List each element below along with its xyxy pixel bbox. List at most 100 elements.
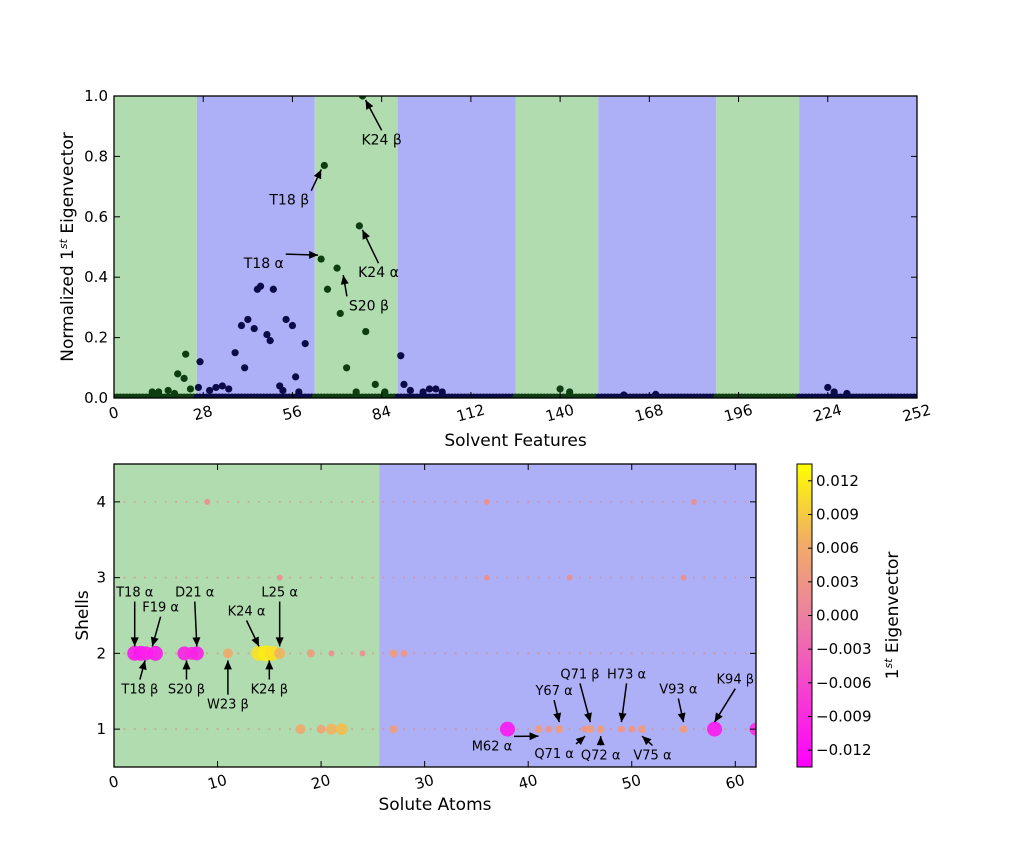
faint-point — [672, 728, 675, 731]
annotation-arrow — [138, 660, 147, 680]
x-tick-label: 112 — [454, 401, 486, 426]
faint-point — [351, 576, 354, 579]
annotation-arrow — [285, 250, 319, 259]
data-point — [180, 374, 188, 382]
faint-point — [568, 500, 571, 503]
colorbar-tick-label: 0.012 — [816, 472, 859, 490]
faint-point — [299, 576, 302, 579]
faint-point — [154, 728, 157, 731]
top-plot-area — [114, 96, 917, 398]
faint-point — [340, 652, 343, 655]
data-point — [212, 383, 220, 392]
data-point — [680, 574, 687, 581]
faint-point — [630, 500, 633, 503]
faint-point — [351, 500, 354, 503]
faint-point — [713, 500, 716, 503]
annotation-arrow — [713, 688, 736, 723]
faint-point — [361, 500, 364, 503]
annotation-arrow — [130, 601, 139, 647]
annotation-arrow — [340, 275, 349, 297]
faint-point — [485, 728, 488, 731]
y-axis-label-part: st — [57, 238, 70, 249]
annotation-arrow — [575, 735, 586, 746]
faint-point — [506, 652, 509, 655]
faint-point — [216, 652, 219, 655]
faint-point — [257, 500, 261, 503]
data-point — [256, 282, 265, 290]
annotation-arrow — [596, 736, 605, 746]
faint-point — [206, 576, 209, 579]
data-point — [194, 383, 203, 392]
x-axis-label: Solute Atoms — [378, 795, 491, 815]
faint-point — [640, 500, 644, 503]
faint-point — [661, 652, 664, 655]
faint-point — [371, 576, 374, 579]
region-band — [397, 96, 516, 398]
faint-point — [402, 500, 406, 503]
faint-point — [392, 500, 395, 503]
faint-point — [392, 576, 395, 579]
colorbar-tick-label: −0.006 — [816, 674, 872, 692]
faint-point — [319, 576, 323, 579]
faint-point — [744, 728, 747, 731]
faint-point — [361, 728, 364, 731]
colorbar-label-part: st — [882, 658, 895, 669]
data-point — [620, 391, 628, 398]
faint-point — [133, 728, 136, 731]
faint-point — [558, 652, 561, 655]
data-point — [358, 96, 367, 100]
annotation-arrow — [361, 229, 380, 264]
faint-point — [402, 576, 406, 579]
faint-point — [309, 576, 312, 579]
annotation-arrow-head — [340, 275, 349, 285]
faint-point — [703, 728, 706, 731]
data-point — [336, 309, 344, 318]
annotation-arrow-head — [251, 636, 259, 647]
faint-point — [734, 728, 737, 731]
annotation-arrow — [553, 699, 562, 723]
faint-point — [568, 652, 571, 655]
faint-point — [423, 576, 426, 579]
faint-point — [319, 500, 323, 503]
faint-point — [185, 576, 188, 579]
data-point — [397, 352, 405, 360]
x-tick-label: 140 — [544, 401, 576, 426]
y-tick-label: 4 — [96, 493, 106, 511]
faint-point — [278, 728, 281, 731]
data-point — [186, 385, 195, 393]
faint-point — [423, 500, 426, 503]
faint-point — [744, 576, 747, 579]
region-band — [515, 96, 599, 398]
faint-point — [527, 652, 530, 655]
annotation-arrow-head — [529, 732, 539, 741]
annotation-label: Y67 α — [534, 684, 572, 699]
faint-point — [175, 500, 178, 503]
x-tick-label: 224 — [811, 401, 843, 426]
annotation-arrow-head — [265, 660, 274, 670]
annotation-arrow — [310, 169, 322, 192]
faint-point — [164, 728, 167, 731]
annotation-arrow-head — [223, 660, 232, 670]
data-point — [148, 388, 156, 396]
faint-point — [527, 500, 530, 503]
faint-point — [578, 500, 582, 503]
faint-point — [433, 576, 437, 579]
faint-point — [692, 652, 695, 655]
region-band — [114, 96, 197, 398]
annotation-arrow-head — [309, 250, 319, 259]
faint-point — [175, 728, 178, 731]
data-point — [170, 389, 179, 398]
faint-point — [744, 500, 747, 503]
faint-point — [516, 576, 519, 579]
data-point — [483, 498, 490, 505]
annotation-arrow — [182, 660, 191, 680]
faint-point — [237, 728, 240, 731]
faint-point — [299, 500, 302, 503]
data-point — [483, 574, 490, 581]
data-point — [189, 646, 204, 661]
data-point — [316, 724, 326, 734]
faint-point — [454, 500, 457, 503]
faint-point — [454, 576, 457, 579]
x-tick-label: 28 — [191, 402, 214, 424]
